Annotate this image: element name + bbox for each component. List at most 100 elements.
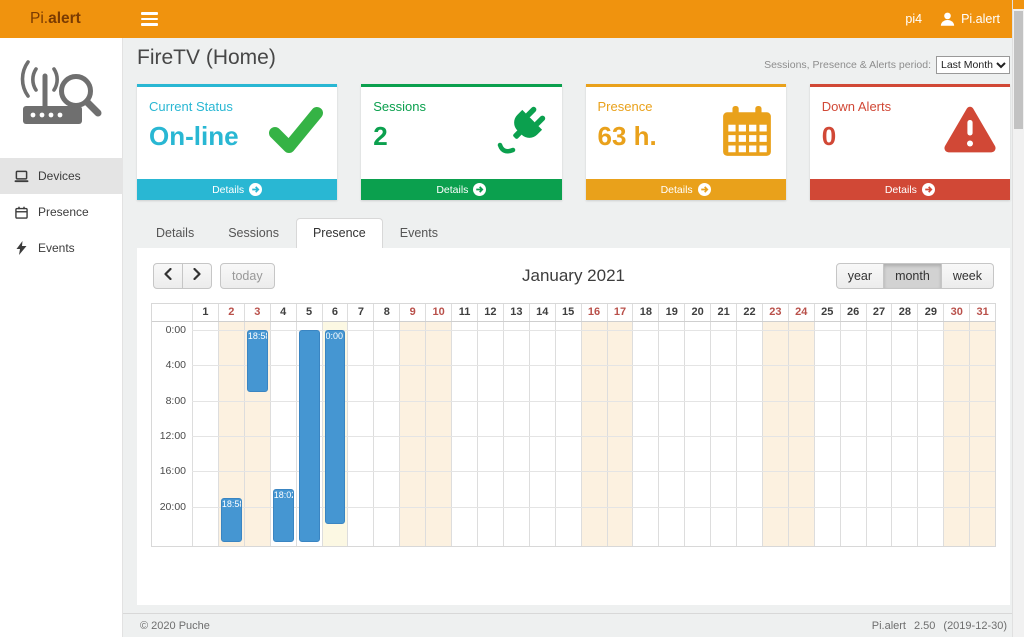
arrow-circle-right-icon xyxy=(697,183,711,196)
calendar-view-month[interactable]: month xyxy=(884,262,942,289)
calendar-day-column xyxy=(839,322,866,546)
calendar-day-column xyxy=(528,322,555,546)
calendar-day-header: 12 xyxy=(476,304,503,321)
user-label: Pi.alert xyxy=(961,12,1000,26)
presence-event-bar[interactable]: 0:00 - xyxy=(324,330,346,525)
calendar-view-buttons: year month week xyxy=(835,262,994,289)
calendar-day-column xyxy=(425,322,452,546)
footer-brand: Pi.alert xyxy=(871,619,906,632)
calendar-today-button[interactable]: today xyxy=(220,262,275,289)
card-details-link[interactable]: Details xyxy=(137,179,338,200)
calendar-day-column xyxy=(761,322,788,546)
brand-link[interactable]: Pi.alert xyxy=(0,10,123,28)
summary-cards: Current Status On-line Details Sessions 2 Det… xyxy=(137,84,1010,200)
presence-event-bar[interactable]: 18:58 xyxy=(246,330,268,392)
calendar-day-column: 18:58 xyxy=(243,322,270,546)
presence-event-bar[interactable]: 18:58 xyxy=(220,497,242,542)
calendar-day-column xyxy=(969,322,995,546)
navbar-right: pi4 Pi.alert xyxy=(905,12,1024,26)
calendar-day-column xyxy=(813,322,840,546)
brand-alert: alert xyxy=(48,10,81,27)
tab-events[interactable]: Events xyxy=(399,226,438,240)
calendar-view-year[interactable]: year xyxy=(835,262,885,289)
calendar-day-header: 23 xyxy=(761,304,788,321)
calendar-day-header: 11 xyxy=(451,304,477,321)
calendar-icon xyxy=(720,105,774,159)
calendar-day-column xyxy=(192,322,218,546)
tab-details[interactable]: Details xyxy=(156,226,195,240)
scrollbar-thumb[interactable] xyxy=(1014,11,1023,129)
card-value: 2 xyxy=(373,121,388,151)
calendar-day-header: 30 xyxy=(943,304,969,321)
hamburger-icon xyxy=(141,12,158,26)
calendar-day-header: 9 xyxy=(399,304,425,321)
calendar-day-header: 14 xyxy=(528,304,555,321)
calendar-day-header: 4 xyxy=(269,304,296,321)
card-details-link[interactable]: Details xyxy=(809,179,1010,200)
footer-copyright: © 2020 Puche xyxy=(140,619,210,632)
grid-line xyxy=(192,436,995,437)
presence-event-bar[interactable]: 18:02 xyxy=(272,489,294,542)
calendar-day-header: 16 xyxy=(580,304,607,321)
calendar-day-column xyxy=(373,322,399,546)
main-content: FireTV (Home) Sessions, Presence & Alert… xyxy=(123,38,1024,637)
card-title: Current Status xyxy=(149,99,233,114)
sidebar-item-presence[interactable]: Presence xyxy=(0,194,123,230)
card-details-label: Details xyxy=(436,183,469,196)
period-select[interactable]: Last Month xyxy=(936,56,1010,74)
calendar-day-column xyxy=(451,322,477,546)
calendar-day-column xyxy=(632,322,658,546)
arrow-circle-right-icon xyxy=(921,183,935,196)
calendar-day-header: 17 xyxy=(606,304,633,321)
calendar-view-week[interactable]: week xyxy=(941,262,994,289)
time-label: 8:00 xyxy=(165,394,186,407)
sidebar-toggle-button[interactable] xyxy=(137,8,162,29)
top-navbar: Pi.alert pi4 Pi.alert xyxy=(0,0,1024,38)
calendar-nav-buttons xyxy=(153,262,212,289)
calendar-prev-button[interactable] xyxy=(153,262,183,289)
calendar-grid-body: 0:00 4:00 8:00 12:00 16:00 20:00 18:58 18:58 18:… xyxy=(152,322,995,546)
calendar-day-header: 29 xyxy=(917,304,943,321)
calendar-day-column xyxy=(502,322,529,546)
card-details-label: Details xyxy=(884,183,917,196)
card-title: Sessions xyxy=(373,99,426,114)
calendar-day-column xyxy=(865,322,892,546)
card-body: Sessions 2 xyxy=(361,87,561,179)
calendar-day-column xyxy=(399,322,426,546)
calendar-day-column xyxy=(891,322,917,546)
card-presence: Presence 63 h. Details xyxy=(585,84,786,200)
grid-line xyxy=(192,506,995,508)
user-menu[interactable]: Pi.alert xyxy=(940,12,1000,26)
sidebar-item-label: Events xyxy=(38,241,75,255)
check-icon xyxy=(267,105,325,155)
card-sessions: Sessions 2 Details xyxy=(361,84,562,200)
tab-presence[interactable]: Presence xyxy=(295,218,383,248)
calendar-day-header: 18 xyxy=(632,304,658,321)
pialert-logo-icon xyxy=(18,58,106,136)
calendar-next-button[interactable] xyxy=(183,262,212,289)
calendar-day-column xyxy=(554,322,581,546)
calendar-day-column xyxy=(710,322,736,546)
card-details-link[interactable]: Details xyxy=(361,179,562,200)
page-scrollbar[interactable] xyxy=(1012,0,1024,637)
card-body: Presence 63 h. xyxy=(586,87,786,179)
calendar-day-header: 2 xyxy=(217,304,244,321)
page-footer: © 2020 Puche Pi.alert 2.50 (2019-12-30) xyxy=(123,613,1024,637)
events-icon xyxy=(13,241,29,255)
calendar-day-column xyxy=(606,322,633,546)
calendar-day-column xyxy=(347,322,373,546)
calendar-day-header: 22 xyxy=(736,304,762,321)
time-label: 20:00 xyxy=(159,500,186,513)
card-details-link[interactable]: Details xyxy=(585,179,786,200)
sidebar-item-events[interactable]: Events xyxy=(0,230,123,266)
arrow-circle-right-icon xyxy=(249,183,263,196)
brand-pi: Pi. xyxy=(30,10,49,27)
sidebar-item-label: Presence xyxy=(38,205,89,219)
sidebar-item-devices[interactable]: Devices xyxy=(0,158,123,194)
presence-event-bar[interactable] xyxy=(298,330,320,542)
calendar-day-header: 7 xyxy=(347,304,373,321)
period-label: Sessions, Presence & Alerts period: xyxy=(764,59,931,71)
calendar-day-column xyxy=(658,322,684,546)
tab-sessions[interactable]: Sessions xyxy=(228,226,279,240)
